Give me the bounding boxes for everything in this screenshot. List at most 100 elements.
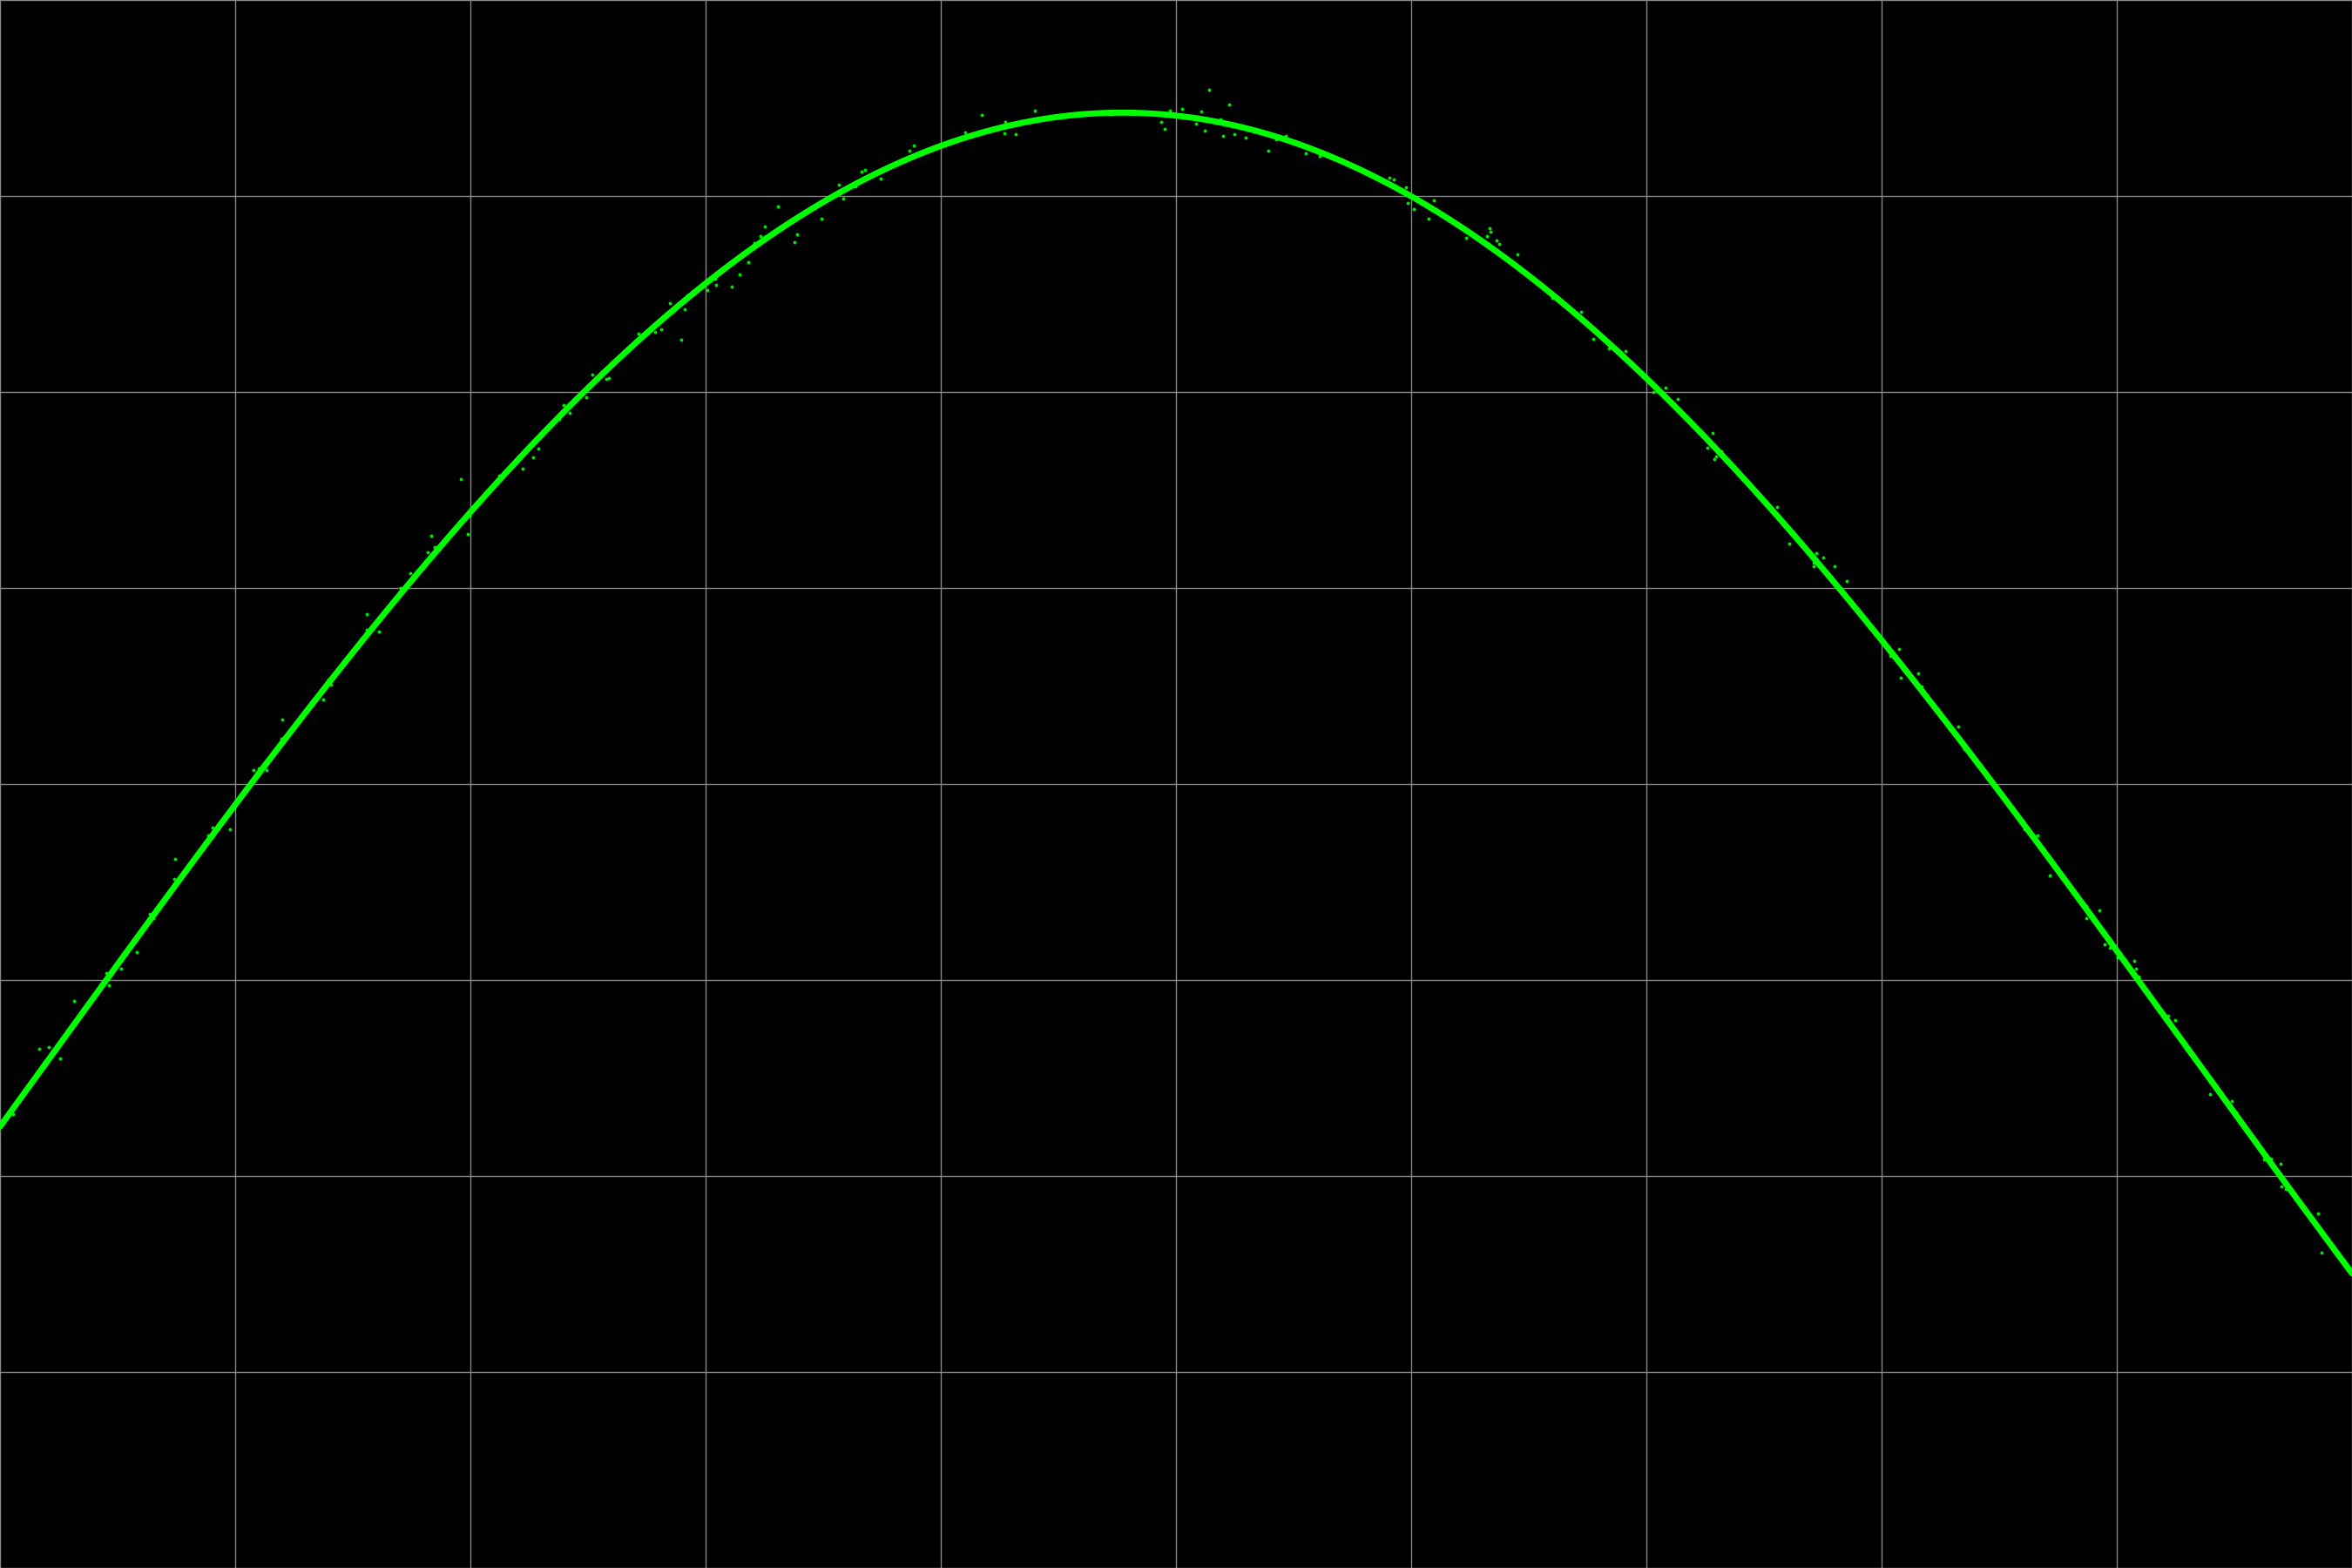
Point: [1867, 633, 1905, 659]
Point: [235, 757, 273, 782]
Point: [1190, 77, 1228, 102]
Point: [760, 193, 797, 218]
Point: [1703, 439, 1740, 464]
Point: [1797, 541, 1835, 566]
Point: [442, 467, 480, 492]
Point: [1091, 102, 1129, 127]
Point: [1773, 522, 1811, 547]
Point: [746, 224, 783, 249]
Point: [1482, 232, 1519, 257]
Point: [896, 133, 934, 158]
Point: [1696, 447, 1733, 472]
Point: [1211, 93, 1249, 118]
Point: [2244, 1148, 2281, 1173]
Point: [1287, 141, 1324, 166]
Point: [1016, 99, 1054, 124]
Point: [802, 207, 840, 232]
Point: [2098, 946, 2136, 971]
Point: [263, 707, 301, 732]
Point: [779, 221, 816, 246]
Point: [1268, 124, 1305, 149]
Point: [306, 687, 343, 712]
Point: [1242, 119, 1279, 144]
Point: [390, 561, 428, 586]
Point: [1416, 188, 1454, 213]
Point: [642, 317, 680, 342]
Point: [247, 757, 285, 782]
Point: [1903, 674, 1940, 699]
Point: [1658, 387, 1696, 412]
Point: [1143, 110, 1181, 135]
Point: [360, 619, 397, 644]
Point: [2267, 1176, 2305, 1201]
Point: [1872, 643, 1910, 668]
Point: [503, 456, 541, 481]
Point: [842, 158, 880, 183]
Point: [637, 320, 675, 345]
Point: [1164, 97, 1202, 122]
Point: [1905, 681, 1943, 706]
Point: [40, 1046, 78, 1071]
Point: [2169, 1038, 2206, 1063]
Point: [2263, 1151, 2300, 1176]
Point: [87, 961, 125, 986]
Point: [1879, 637, 1917, 662]
Point: [1249, 138, 1287, 163]
Point: [2067, 906, 2105, 931]
Point: [2117, 949, 2154, 974]
Point: [421, 538, 459, 563]
Point: [2082, 898, 2119, 924]
Point: [962, 102, 1000, 127]
Point: [1534, 285, 1571, 310]
Point: [988, 110, 1025, 135]
Point: [254, 740, 292, 765]
Point: [513, 445, 550, 470]
Point: [1388, 176, 1425, 201]
Point: [2117, 956, 2154, 982]
Point: [308, 668, 346, 693]
Point: [322, 655, 360, 681]
Point: [668, 282, 706, 307]
Point: [268, 721, 306, 746]
Point: [2185, 1057, 2223, 1082]
Point: [821, 172, 858, 198]
Point: [567, 386, 604, 411]
Point: [1395, 196, 1432, 221]
Point: [1590, 336, 1628, 361]
Point: [2006, 817, 2044, 842]
Point: [1054, 102, 1091, 127]
Point: [188, 823, 226, 848]
Point: [2044, 867, 2082, 892]
Point: [546, 394, 583, 419]
Point: [118, 939, 155, 964]
Point: [155, 867, 193, 892]
Point: [1938, 713, 1976, 739]
Point: [1646, 375, 1684, 400]
Point: [263, 726, 301, 751]
Point: [720, 262, 757, 287]
Point: [1795, 554, 1832, 579]
Point: [31, 1035, 68, 1060]
Point: [134, 906, 172, 931]
Point: [847, 157, 884, 182]
Point: [863, 166, 901, 191]
Point: [1931, 717, 1969, 742]
Point: [412, 524, 449, 549]
Point: [1771, 530, 1809, 555]
Point: [1804, 544, 1842, 569]
Point: [1472, 220, 1510, 245]
Point: [666, 296, 703, 321]
Point: [61, 1000, 99, 1025]
Point: [1576, 326, 1613, 351]
Point: [78, 980, 115, 1005]
Point: [1411, 207, 1449, 232]
Point: [823, 187, 861, 212]
Point: [1421, 201, 1458, 226]
Point: [550, 400, 588, 425]
Point: [696, 267, 734, 292]
Point: [2157, 1007, 2194, 1032]
Point: [1795, 550, 1832, 575]
Point: [421, 535, 459, 560]
Point: [1606, 339, 1644, 364]
Point: [2300, 1201, 2338, 1226]
